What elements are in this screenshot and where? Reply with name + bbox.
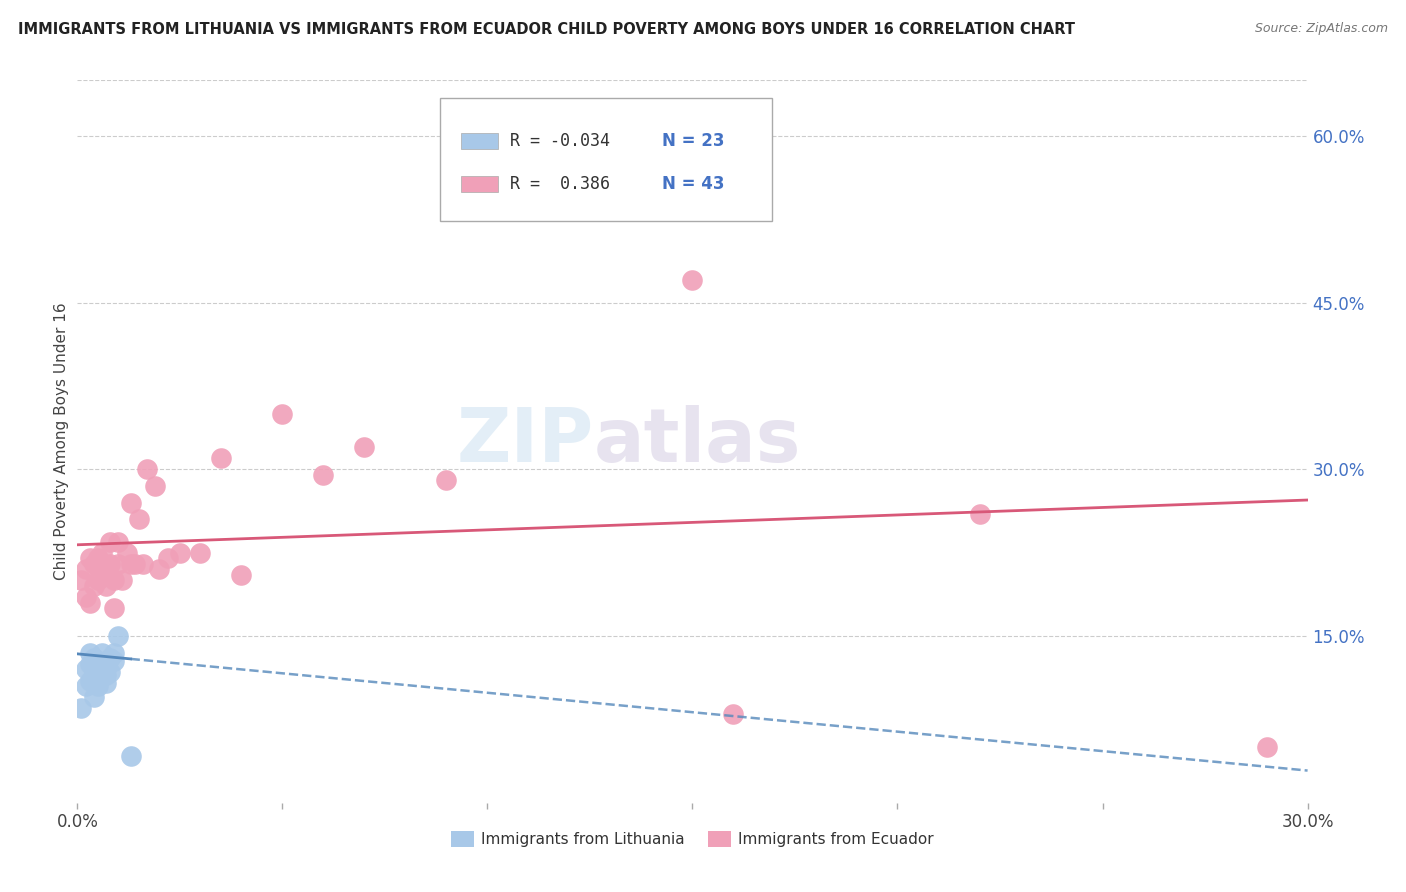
Point [231,568,253,582]
Point [90,646,114,660]
Point [128,512,150,526]
Point [83,690,105,705]
Point [70,701,93,715]
Point [156,551,179,566]
Text: ZIP: ZIP [457,405,595,478]
Point [143,479,166,493]
Point [1256,740,1278,755]
Text: N = 23: N = 23 [662,132,724,150]
Text: atlas: atlas [595,405,801,478]
Point [90,657,114,671]
Y-axis label: Child Poverty Among Boys Under 16: Child Poverty Among Boys Under 16 [53,302,69,581]
Point [87,668,110,682]
Point [79,551,101,566]
FancyBboxPatch shape [461,177,498,193]
Point [94,668,117,682]
Point [120,749,142,764]
Point [79,646,101,660]
Point [94,568,117,582]
Point [79,596,101,610]
Point [103,601,125,615]
Point [124,557,146,571]
Point [75,662,97,676]
Point [83,557,105,571]
Text: IMMIGRANTS FROM LITHUANIA VS IMMIGRANTS FROM ECUADOR CHILD POVERTY AMONG BOYS UN: IMMIGRANTS FROM LITHUANIA VS IMMIGRANTS … [18,22,1076,37]
Point [107,557,129,571]
Point [111,574,134,588]
Point [599,156,621,170]
Point [75,590,97,604]
Point [87,551,110,566]
Point [169,546,191,560]
Point [271,407,294,421]
Point [115,546,138,560]
FancyBboxPatch shape [440,98,772,221]
Point [79,657,101,671]
Point [83,665,105,679]
Point [87,653,110,667]
Point [188,546,212,560]
Point [682,273,704,287]
Point [148,562,170,576]
Point [90,562,114,576]
Point [103,574,125,588]
Point [75,679,97,693]
Text: N = 43: N = 43 [662,176,724,194]
Point [94,579,117,593]
Text: R = -0.034: R = -0.034 [510,132,610,150]
Point [107,534,129,549]
Point [312,467,335,482]
Legend: Immigrants from Lithuania, Immigrants from Ecuador: Immigrants from Lithuania, Immigrants fr… [444,825,941,853]
Point [436,474,458,488]
Point [75,562,97,576]
Point [79,673,101,688]
Point [723,706,745,721]
Point [353,440,375,454]
Point [107,629,129,643]
Point [98,534,121,549]
Point [87,679,110,693]
Point [103,646,125,660]
Point [120,557,142,571]
Point [94,662,117,676]
Point [90,546,114,560]
Point [87,574,110,588]
Text: R =  0.386: R = 0.386 [510,176,610,194]
Point [136,462,159,476]
Point [70,574,93,588]
Text: Source: ZipAtlas.com: Source: ZipAtlas.com [1254,22,1388,36]
Point [120,496,142,510]
Point [98,651,121,665]
Point [94,675,117,690]
Point [83,579,105,593]
Point [83,651,105,665]
FancyBboxPatch shape [461,133,498,149]
Point [132,557,155,571]
Point [98,665,121,679]
Point [98,557,121,571]
Point [103,653,125,667]
Point [969,507,991,521]
Point [209,451,232,466]
